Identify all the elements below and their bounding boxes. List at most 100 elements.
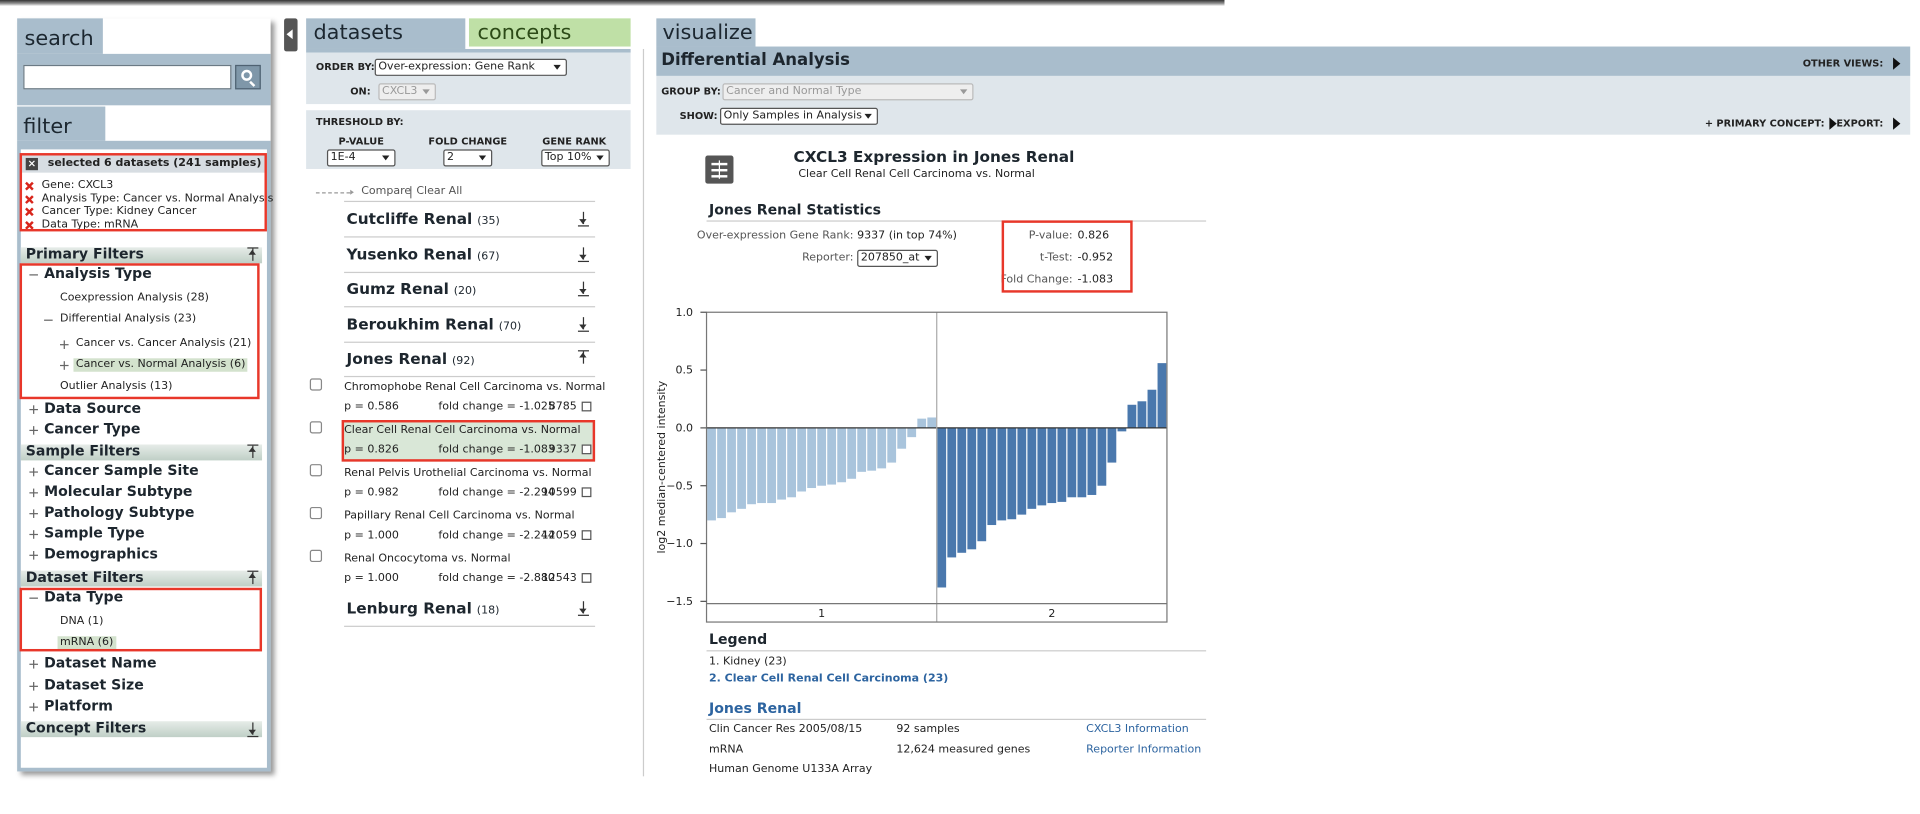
filter-item[interactable]: Analysis Type [44, 264, 152, 282]
clear-all-link[interactable]: Clear All [416, 185, 463, 198]
analysis-name[interactable]: Renal Pelvis Urothelial Carcinoma vs. No… [344, 467, 592, 480]
toggle-icon [33, 426, 35, 435]
export[interactable]: EXPORT: [1836, 117, 1884, 129]
filter-item[interactable]: Platform [44, 696, 113, 715]
compare-checkbox[interactable] [581, 573, 592, 583]
chart-icon [718, 160, 721, 179]
datasets-tab[interactable] [306, 18, 466, 49]
bar [837, 427, 847, 483]
bar [887, 427, 897, 463]
filter-header-title: Dataset Filters [25, 568, 144, 586]
filter-header[interactable] [20, 570, 263, 587]
dataset-name[interactable]: Lenburg Renal (18) [346, 598, 500, 618]
arrow-icon [248, 446, 256, 452]
order-select[interactable] [374, 58, 567, 76]
dropdown-arrow [864, 113, 872, 119]
filter-item[interactable]: Sample Type [44, 524, 145, 542]
analysis-rank: 12543 [541, 572, 577, 585]
compare-checkbox[interactable] [581, 487, 592, 498]
compare-checkbox[interactable] [581, 401, 592, 412]
filter-item[interactable]: Differential Analysis (23) [60, 312, 197, 326]
link-separator [410, 186, 412, 199]
info-link[interactable]: Reporter Information [1086, 743, 1202, 756]
analysis-checkbox[interactable] [309, 464, 323, 477]
compare-link[interactable]: Compare [361, 185, 412, 198]
bar [1147, 389, 1157, 428]
threshold-select[interactable] [541, 149, 610, 167]
threshold-select[interactable] [326, 149, 396, 167]
selected-item: Analysis Type: Cancer vs. Normal Analysi… [41, 192, 274, 205]
dataset-name[interactable]: Jones Renal (92) [346, 349, 475, 368]
filter-tab[interactable] [17, 106, 106, 141]
filter-item[interactable]: mRNA (6) [57, 636, 116, 650]
dataset-name[interactable]: Beroukhim Renal (70) [346, 314, 522, 333]
analysis-checkbox[interactable] [309, 378, 323, 391]
filter-header[interactable] [20, 444, 263, 461]
info-text: Clin Cancer Res 2005/08/15 [708, 723, 863, 736]
analysis-rank: 12059 [541, 529, 577, 542]
filter-header[interactable] [20, 247, 263, 264]
plot-subtitle: Clear Cell Renal Cell Carcinoma vs. Norm… [798, 168, 1035, 181]
stats-value: -0.952 [1077, 251, 1114, 265]
plot-frame [705, 311, 1168, 623]
other-views[interactable]: OTHER VIEWS: [1802, 57, 1884, 69]
filter-item[interactable]: Data Source [44, 399, 142, 417]
row-line [344, 306, 596, 308]
compare-checkbox[interactable] [581, 530, 592, 541]
analysis-checkbox[interactable] [309, 549, 323, 563]
bar [987, 427, 997, 526]
filter-item[interactable]: Cancer Sample Site [44, 461, 199, 479]
search-input[interactable] [23, 64, 232, 90]
legend-item[interactable]: 2. Clear Cell Renal Cell Carcinoma (23) [708, 672, 949, 686]
selected-header [22, 155, 265, 173]
filter-header-title: Sample Filters [25, 442, 141, 460]
x-tick-label: 2 [1048, 607, 1055, 620]
arrow-icon [1893, 57, 1901, 70]
reporter-select[interactable] [857, 249, 938, 267]
download-icon [577, 330, 589, 332]
filter-item[interactable]: Data Type [44, 587, 124, 606]
filter-item[interactable]: DNA (1) [60, 615, 104, 628]
visualize-tab[interactable] [656, 18, 756, 47]
dataset-count: (67) [476, 250, 500, 263]
filter-header[interactable] [20, 721, 263, 738]
search-tab[interactable] [17, 18, 103, 54]
filter-item[interactable]: Coexpression Analysis (28) [60, 292, 209, 305]
analysis-name[interactable]: Renal Oncocytoma vs. Normal [344, 552, 511, 566]
concepts-tab[interactable] [468, 18, 631, 47]
bar [707, 427, 716, 521]
bar [1057, 427, 1067, 502]
analysis-p-value: p = 0.982 [344, 486, 399, 500]
filter-item[interactable]: Molecular Subtype [44, 482, 193, 500]
legend-item[interactable]: 1. Kidney (23) [708, 655, 787, 669]
x-tick-label: 1 [818, 607, 825, 620]
analysis-name[interactable]: Clear Cell Renal Cell Carcinoma vs. Norm… [344, 424, 581, 437]
info-link[interactable]: CXCL3 Information [1086, 723, 1189, 736]
filter-item[interactable]: Outlier Analysis (13) [60, 380, 173, 393]
show-label: SHOW: [679, 110, 718, 122]
stats-label: P-value: [1028, 229, 1073, 242]
download-icon [582, 281, 585, 294]
analysis-name[interactable]: Papillary Renal Cell Carcinoma vs. Norma… [344, 510, 575, 523]
filter-tab-label: filter [23, 114, 72, 140]
show-select[interactable] [720, 107, 878, 125]
bar [1087, 427, 1097, 495]
dataset-name[interactable]: Cutcliffe Renal (35) [346, 209, 500, 228]
filter-item[interactable]: Dataset Name [44, 654, 157, 672]
threshold-select[interactable] [443, 149, 493, 167]
analysis-name[interactable]: Chromophobe Renal Cell Carcinoma vs. Nor… [344, 381, 606, 394]
concepts-tab-label[interactable]: concepts [477, 20, 572, 46]
filter-item[interactable]: Cancer vs. Normal Analysis (6) [73, 358, 248, 372]
filter-item[interactable]: Cancer vs. Cancer Analysis (21) [75, 337, 252, 350]
filter-item[interactable]: Cancer Type [44, 420, 141, 438]
analysis-checkbox[interactable] [309, 506, 323, 520]
dataset-name[interactable]: Gumz Renal (20) [346, 279, 477, 298]
analysis-checkbox[interactable] [309, 421, 323, 434]
dataset-name[interactable]: Yusenko Renal (67) [346, 244, 500, 263]
primary-concept[interactable]: + PRIMARY CONCEPT: [1704, 117, 1825, 129]
compare-checkbox[interactable] [581, 444, 592, 455]
filter-item[interactable]: Dataset Size [44, 676, 144, 694]
filter-item[interactable]: Pathology Subtype [44, 503, 195, 521]
filter-item[interactable]: Demographics [44, 545, 158, 563]
